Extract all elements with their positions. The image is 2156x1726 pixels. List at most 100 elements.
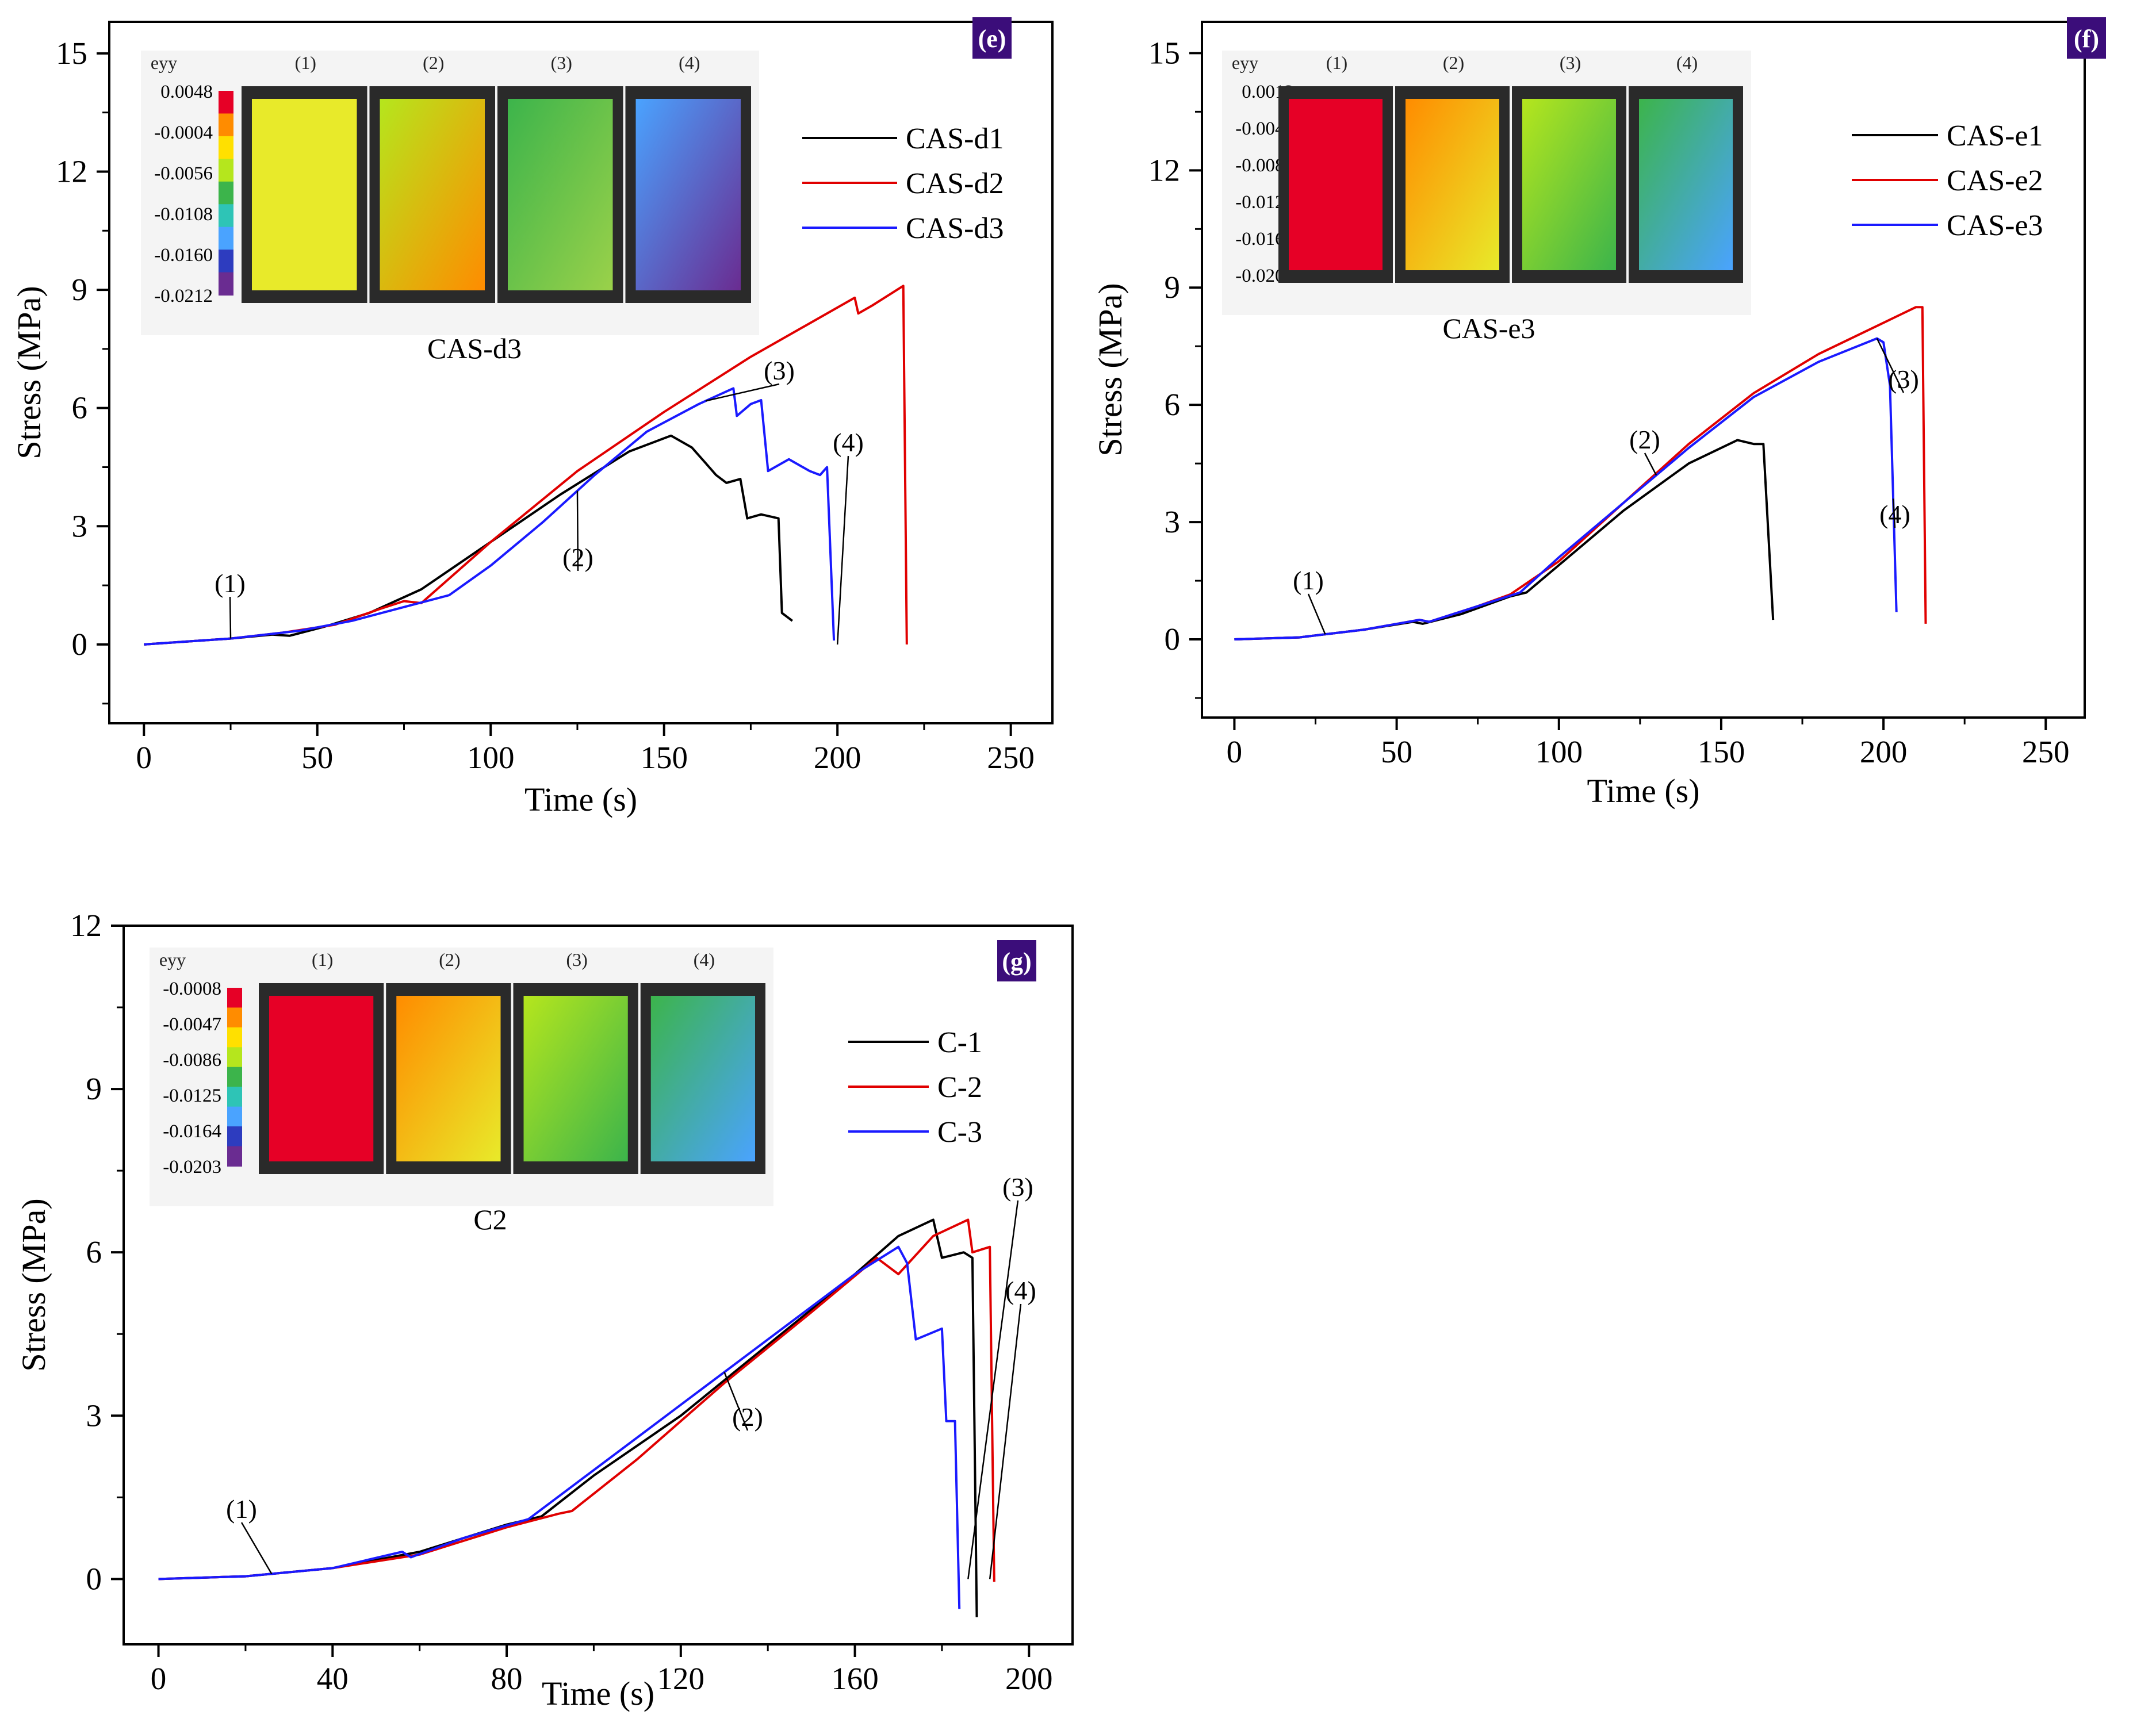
colorbar-tick-label: -0.0056 (154, 163, 213, 184)
colorbar-segment (227, 1126, 242, 1147)
chart-panel-g: 0 40 80 120 160 200 0 3 6 9 12 Time (s) Stress (MPa)… (15, 908, 1074, 1712)
panel-label-badge (2067, 17, 2106, 59)
panel-label: (f) (2074, 25, 2099, 53)
inset-stage-label: (4) (694, 949, 715, 970)
annotation-leader (229, 596, 232, 639)
panel-label: (e) (978, 25, 1006, 53)
plot-frame (1201, 21, 2086, 719)
colorbar-segment (219, 250, 233, 273)
legend-entry: C-1 (937, 1026, 982, 1059)
annotation-label: (1) (215, 569, 246, 598)
colorbar-segment (219, 204, 233, 228)
strain-map-4 (650, 996, 755, 1161)
annotation-leader (1644, 452, 1657, 476)
y-tick-label: 12 (70, 908, 102, 943)
annotation-label: (1) (1293, 566, 1324, 595)
annotation-label: (3) (764, 356, 795, 385)
inset-stage-label: (2) (439, 949, 460, 970)
colorbar-tick-label: -0.0203 (163, 1157, 221, 1177)
annotation-leader (836, 455, 849, 645)
inset-stage-label: (4) (679, 52, 700, 73)
inset-stage-label: (3) (551, 52, 572, 73)
annotation-leader (967, 1200, 1019, 1579)
y-axis-label: Stress (MPa) (1092, 283, 1129, 456)
annotation-label: (4) (1005, 1276, 1036, 1305)
inset-stage-label: (2) (423, 52, 444, 73)
colorbar-tick-label: -0.0004 (154, 122, 213, 143)
colorbar-segment (227, 1027, 242, 1048)
strain-map-2 (1406, 99, 1499, 270)
annotation-leader (989, 1303, 1022, 1579)
strain-map-2 (380, 99, 485, 290)
x-tick-label: 100 (467, 740, 515, 775)
colorbar-tick-label: -0.0086 (163, 1050, 221, 1071)
inset-stage-label: (3) (1560, 52, 1581, 73)
colorbar-segment (227, 1146, 242, 1167)
annotation-label: (4) (1879, 500, 1910, 529)
x-tick-label: 0 (151, 1661, 167, 1696)
annotation-leader (1876, 338, 1905, 393)
annotation-label: (2) (732, 1402, 763, 1432)
colorbar-tick-label: -0.0160 (154, 245, 213, 266)
strain-map-3 (1522, 99, 1616, 270)
annotation-leader (1892, 498, 1896, 528)
legend-entry: C-2 (937, 1071, 982, 1104)
colorbar-segment (219, 272, 233, 296)
inset-sample-label: CAS-e3 (1442, 312, 1535, 344)
colorbar-tick-label: -0.0108 (154, 204, 213, 225)
x-tick-label: 0 (136, 740, 152, 775)
x-tick-label: 200 (814, 740, 861, 775)
x-tick-label: 250 (987, 740, 1035, 775)
y-tick-label: 3 (1165, 504, 1181, 539)
annotation-label: (2) (562, 543, 593, 572)
strain-map-4 (635, 99, 741, 290)
annotation-label: (2) (1629, 425, 1660, 454)
annotation-leader (576, 490, 579, 572)
series-line-cas-e3 (1234, 337, 1898, 640)
plot-frame (108, 21, 1054, 724)
x-axis-label: Time (s) (524, 781, 637, 818)
inset-sample-label: C2 (473, 1203, 507, 1236)
y-tick-label: 0 (86, 1561, 102, 1596)
colorbar-tick-label: -0.0212 (154, 286, 213, 306)
y-axis-label: Stress (MPa) (10, 286, 48, 459)
y-axis-label: Stress (MPa) (15, 1198, 52, 1371)
x-tick-label: 0 (1227, 734, 1243, 769)
annotation-leader (723, 1372, 749, 1431)
series-line-c-3 (158, 1245, 961, 1609)
x-tick-label: 120 (657, 1661, 705, 1696)
series-line-cas-d2 (144, 285, 908, 646)
series-line-cas-e2 (1234, 306, 1927, 640)
series-line-c-2 (158, 1218, 995, 1582)
y-tick-label: 6 (72, 390, 88, 425)
x-tick-label: 160 (831, 1661, 879, 1696)
y-tick-label: 15 (56, 36, 87, 71)
y-tick-label: 15 (1148, 35, 1180, 70)
inset-variable-label: eyy (151, 52, 177, 73)
inset-sample-label: CAS-d3 (427, 332, 522, 365)
x-tick-label: 80 (491, 1661, 523, 1696)
colorbar-tick-label: -0.0008 (163, 979, 221, 999)
inset-stage-label: (4) (1676, 52, 1698, 73)
annotation-label: (4) (833, 428, 864, 457)
x-axis-label: Time (s) (542, 1675, 654, 1712)
panel-label-badge (972, 17, 1012, 59)
y-tick-label: 9 (86, 1071, 102, 1106)
legend-entry: CAS-e2 (1947, 164, 2043, 197)
x-tick-label: 250 (2022, 734, 2070, 769)
colorbar-segment (227, 1106, 242, 1127)
strain-map-3 (523, 996, 628, 1161)
legend-entry: CAS-e3 (1947, 209, 2043, 242)
colorbar-segment (227, 988, 242, 1008)
inset-stage-label: (1) (295, 52, 316, 73)
series-line-cas-d1 (144, 434, 794, 646)
annotation-leader (240, 1522, 273, 1574)
annotation-label: (3) (1002, 1172, 1033, 1202)
panel-label: (g) (1002, 948, 1031, 976)
panel-label-badge (997, 940, 1036, 981)
inset-stage-label: (1) (312, 949, 333, 970)
legend-entry: CAS-d1 (906, 122, 1004, 155)
colorbar-segment (227, 1007, 242, 1028)
legend-entry: CAS-d2 (906, 167, 1004, 200)
annotation-leader (705, 383, 780, 402)
